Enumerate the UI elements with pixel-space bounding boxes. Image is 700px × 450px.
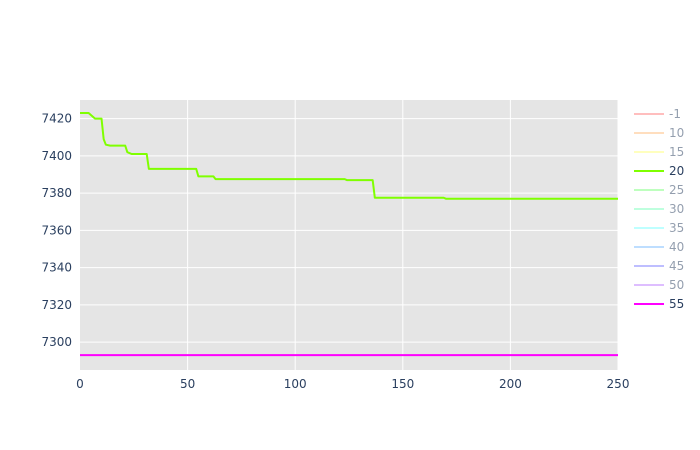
x-tick-label: 200 bbox=[499, 377, 522, 391]
series-line-20[interactable] bbox=[80, 112, 618, 200]
legend-label: 20 bbox=[669, 164, 684, 178]
legend-item-50[interactable]: 50 bbox=[634, 278, 684, 292]
legend-item-45[interactable]: 45 bbox=[634, 259, 684, 273]
legend-item-15[interactable]: 15 bbox=[634, 145, 684, 159]
x-tick-label: 0 bbox=[76, 377, 84, 391]
legend-item-10[interactable]: 10 bbox=[634, 126, 684, 140]
y-tick-label: 7380 bbox=[41, 186, 72, 200]
x-tick-label: 250 bbox=[607, 377, 630, 391]
y-tick-label: 7340 bbox=[41, 261, 72, 275]
x-tick-label: 100 bbox=[284, 377, 307, 391]
y-tick-label: 7360 bbox=[41, 223, 72, 237]
y-tick-label: 7420 bbox=[41, 112, 72, 126]
legend-label: 50 bbox=[669, 278, 684, 292]
legend-label: 35 bbox=[669, 221, 684, 235]
legend-label: 10 bbox=[669, 126, 684, 140]
legend-item-25[interactable]: 25 bbox=[634, 183, 684, 197]
x-axis-ticks: 0 50 100 150 200 250 bbox=[76, 377, 629, 391]
legend-item-20[interactable]: 20 bbox=[634, 164, 684, 178]
legend-item--1[interactable]: -1 bbox=[634, 107, 681, 121]
legend[interactable]: -1 10 15 20 25 30 35 40 45 50 55 bbox=[634, 107, 684, 311]
legend-label: 25 bbox=[669, 183, 684, 197]
legend-label: 45 bbox=[669, 259, 684, 273]
legend-label: 40 bbox=[669, 240, 684, 254]
y-tick-label: 7320 bbox=[41, 298, 72, 312]
legend-item-55[interactable]: 55 bbox=[634, 297, 684, 311]
legend-label: 55 bbox=[669, 297, 684, 311]
legend-label: 30 bbox=[669, 202, 684, 216]
x-tick-label: 50 bbox=[180, 377, 195, 391]
grid-lines bbox=[80, 100, 619, 370]
legend-item-35[interactable]: 35 bbox=[634, 221, 684, 235]
series-lines bbox=[80, 112, 618, 357]
plot-background bbox=[80, 100, 618, 370]
legend-label: -1 bbox=[669, 107, 681, 121]
y-tick-label: 7300 bbox=[41, 335, 72, 349]
legend-item-40[interactable]: 40 bbox=[634, 240, 684, 254]
x-tick-label: 150 bbox=[391, 377, 414, 391]
y-axis-ticks: 7300 7320 7340 7360 7380 7400 7420 bbox=[41, 112, 72, 349]
y-tick-label: 7400 bbox=[41, 149, 72, 163]
legend-item-30[interactable]: 30 bbox=[634, 202, 684, 216]
legend-label: 15 bbox=[669, 145, 684, 159]
